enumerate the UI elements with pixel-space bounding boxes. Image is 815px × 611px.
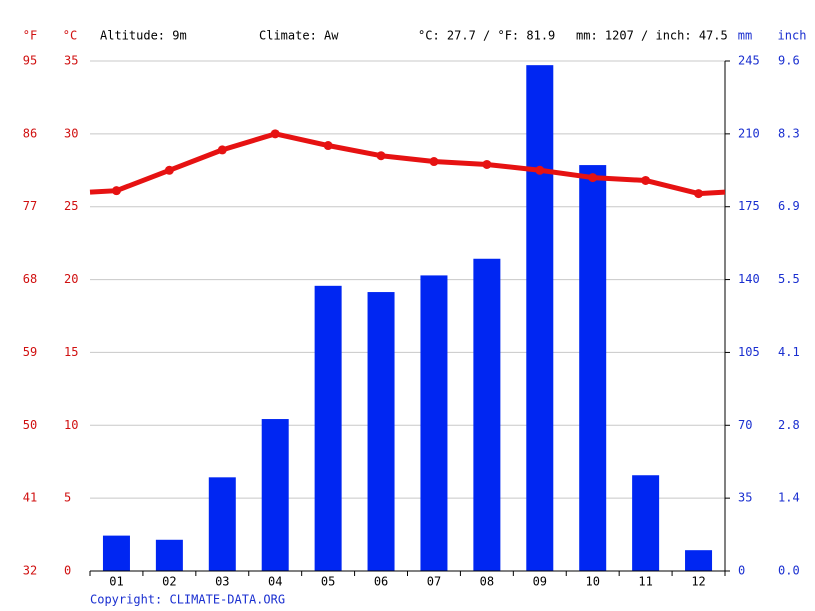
y-tick-label: 30 bbox=[64, 126, 78, 140]
temperature-point bbox=[482, 159, 492, 169]
bar bbox=[314, 285, 342, 571]
x-tick-label: 06 bbox=[374, 575, 388, 589]
temperature-point bbox=[694, 189, 704, 199]
bar bbox=[155, 539, 183, 571]
y2-tick-label: 35 bbox=[738, 491, 752, 505]
temperature-point bbox=[164, 165, 174, 175]
temperature-point bbox=[429, 157, 439, 167]
temperature-point bbox=[641, 175, 651, 185]
y2-tick-label: 140 bbox=[738, 272, 760, 286]
y-tick-label: 0 bbox=[64, 564, 71, 578]
y-tick-label: 25 bbox=[64, 199, 78, 213]
y-tick-label: 15 bbox=[64, 345, 78, 359]
y-tick-label: 20 bbox=[64, 272, 78, 286]
inch-tick-label: 5.5 bbox=[778, 272, 800, 286]
inch-tick-label: 2.8 bbox=[778, 418, 800, 432]
y2-tick-label: 105 bbox=[738, 345, 760, 359]
temperature-point bbox=[111, 186, 121, 196]
inch-tick-label: 0.0 bbox=[778, 564, 800, 578]
temperature-point bbox=[588, 173, 598, 183]
fahrenheit-tick-label: 41 bbox=[23, 491, 37, 505]
fahrenheit-tick-label: 32 bbox=[23, 564, 37, 578]
temperature-point bbox=[217, 145, 227, 155]
x-tick-label: 08 bbox=[480, 575, 494, 589]
climate: Climate: Aw bbox=[259, 29, 339, 43]
fahrenheit-unit: °F bbox=[23, 29, 37, 43]
y2-tick-label: 0 bbox=[738, 564, 745, 578]
celsius-unit: °C bbox=[63, 29, 77, 43]
bar bbox=[473, 258, 501, 571]
precipitation-summary: mm: 1207 / inch: 47.5 bbox=[576, 29, 728, 43]
inch-tick-label: 1.4 bbox=[778, 491, 800, 505]
bar bbox=[261, 419, 289, 571]
inch-unit: inch bbox=[778, 29, 807, 43]
temperature-summary: °C: 27.7 / °F: 81.9 bbox=[418, 29, 555, 43]
inch-tick-label: 9.6 bbox=[778, 54, 800, 68]
y2-tick-label: 245 bbox=[738, 54, 760, 68]
fahrenheit-tick-label: 59 bbox=[23, 345, 37, 359]
inch-tick-label: 8.3 bbox=[778, 126, 800, 140]
inch-tick-label: 4.1 bbox=[778, 345, 800, 359]
y2-tick-label: 175 bbox=[738, 199, 760, 213]
fahrenheit-tick-label: 86 bbox=[23, 126, 37, 140]
copyright: Copyright: CLIMATE-DATA.ORG bbox=[90, 593, 285, 607]
temperature-point bbox=[270, 129, 280, 139]
temperature-point bbox=[376, 151, 386, 161]
temperature-point bbox=[323, 141, 333, 151]
y-tick-label: 10 bbox=[64, 418, 78, 432]
x-tick-label: 10 bbox=[585, 575, 599, 589]
bar bbox=[102, 535, 130, 571]
bar bbox=[579, 165, 607, 571]
fahrenheit-tick-label: 68 bbox=[23, 272, 37, 286]
y-tick-label: 35 bbox=[64, 54, 78, 68]
bar bbox=[685, 550, 713, 571]
y2-tick-label: 70 bbox=[738, 418, 752, 432]
bar bbox=[367, 292, 395, 571]
x-tick-label: 02 bbox=[162, 575, 176, 589]
x-tick-label: 04 bbox=[268, 575, 282, 589]
x-tick-label: 12 bbox=[691, 575, 705, 589]
x-tick-label: 03 bbox=[215, 575, 229, 589]
x-tick-label: 05 bbox=[321, 575, 335, 589]
x-tick-label: 09 bbox=[533, 575, 547, 589]
mm-unit: mm bbox=[738, 29, 752, 43]
bar bbox=[632, 475, 660, 571]
x-tick-label: 07 bbox=[427, 575, 441, 589]
x-tick-label: 01 bbox=[109, 575, 123, 589]
inch-tick-label: 6.9 bbox=[778, 199, 800, 213]
fahrenheit-tick-label: 95 bbox=[23, 54, 37, 68]
fahrenheit-tick-label: 50 bbox=[23, 418, 37, 432]
bar bbox=[526, 65, 554, 571]
y2-tick-label: 210 bbox=[738, 126, 760, 140]
altitude: Altitude: 9m bbox=[100, 29, 187, 43]
y-tick-label: 5 bbox=[64, 491, 71, 505]
temperature-line bbox=[115, 131, 700, 197]
bar bbox=[420, 275, 448, 571]
x-tick-label: 11 bbox=[638, 575, 652, 589]
bar bbox=[208, 477, 236, 571]
fahrenheit-tick-label: 77 bbox=[23, 199, 37, 213]
temperature-point bbox=[535, 165, 545, 175]
